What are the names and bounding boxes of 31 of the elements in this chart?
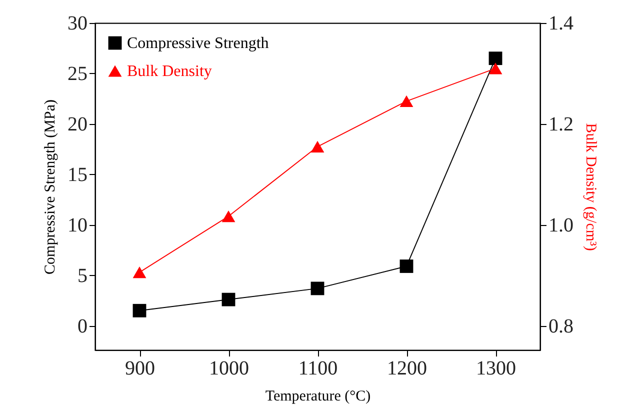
legend-label: Compressive Strength (127, 35, 269, 52)
y-axis-title: Compressive Strength (MPa) (42, 100, 58, 274)
x-tick-label: 1000 (209, 358, 249, 380)
x-tick-label: 1100 (298, 358, 338, 380)
point (132, 266, 146, 278)
y2-tick-label: 0.8 (548, 315, 574, 338)
y-tick-label: 10 (68, 214, 88, 236)
y-tick-label: 20 (68, 113, 88, 136)
y2-tick-label: 1.4 (548, 12, 574, 34)
x-tick-label: 1300 (476, 358, 516, 380)
y2-tick-label: 1.0 (548, 214, 574, 236)
point (310, 282, 324, 296)
point (488, 52, 502, 66)
y2-axis-title: Bulk Density (g/cm³) (582, 123, 598, 251)
point (222, 292, 236, 306)
y-tick-label: 0 (78, 315, 88, 338)
y2-tick-label: 1.2 (548, 113, 574, 136)
y-tick-label: 15 (68, 164, 88, 186)
point (132, 304, 146, 318)
point (222, 210, 236, 222)
legend-label: Bulk Density (127, 63, 212, 80)
y-tick-label: 5 (78, 264, 88, 287)
point (310, 140, 324, 152)
point (400, 95, 414, 108)
x-tick-label: 900 (125, 358, 155, 380)
point (488, 62, 502, 74)
point (400, 260, 414, 273)
y-tick-label: 25 (68, 62, 88, 85)
x-axis-title: Temperature (°C) (265, 388, 371, 404)
x-tick-label: 1200 (387, 358, 427, 380)
y-tick-label: 30 (68, 12, 88, 34)
